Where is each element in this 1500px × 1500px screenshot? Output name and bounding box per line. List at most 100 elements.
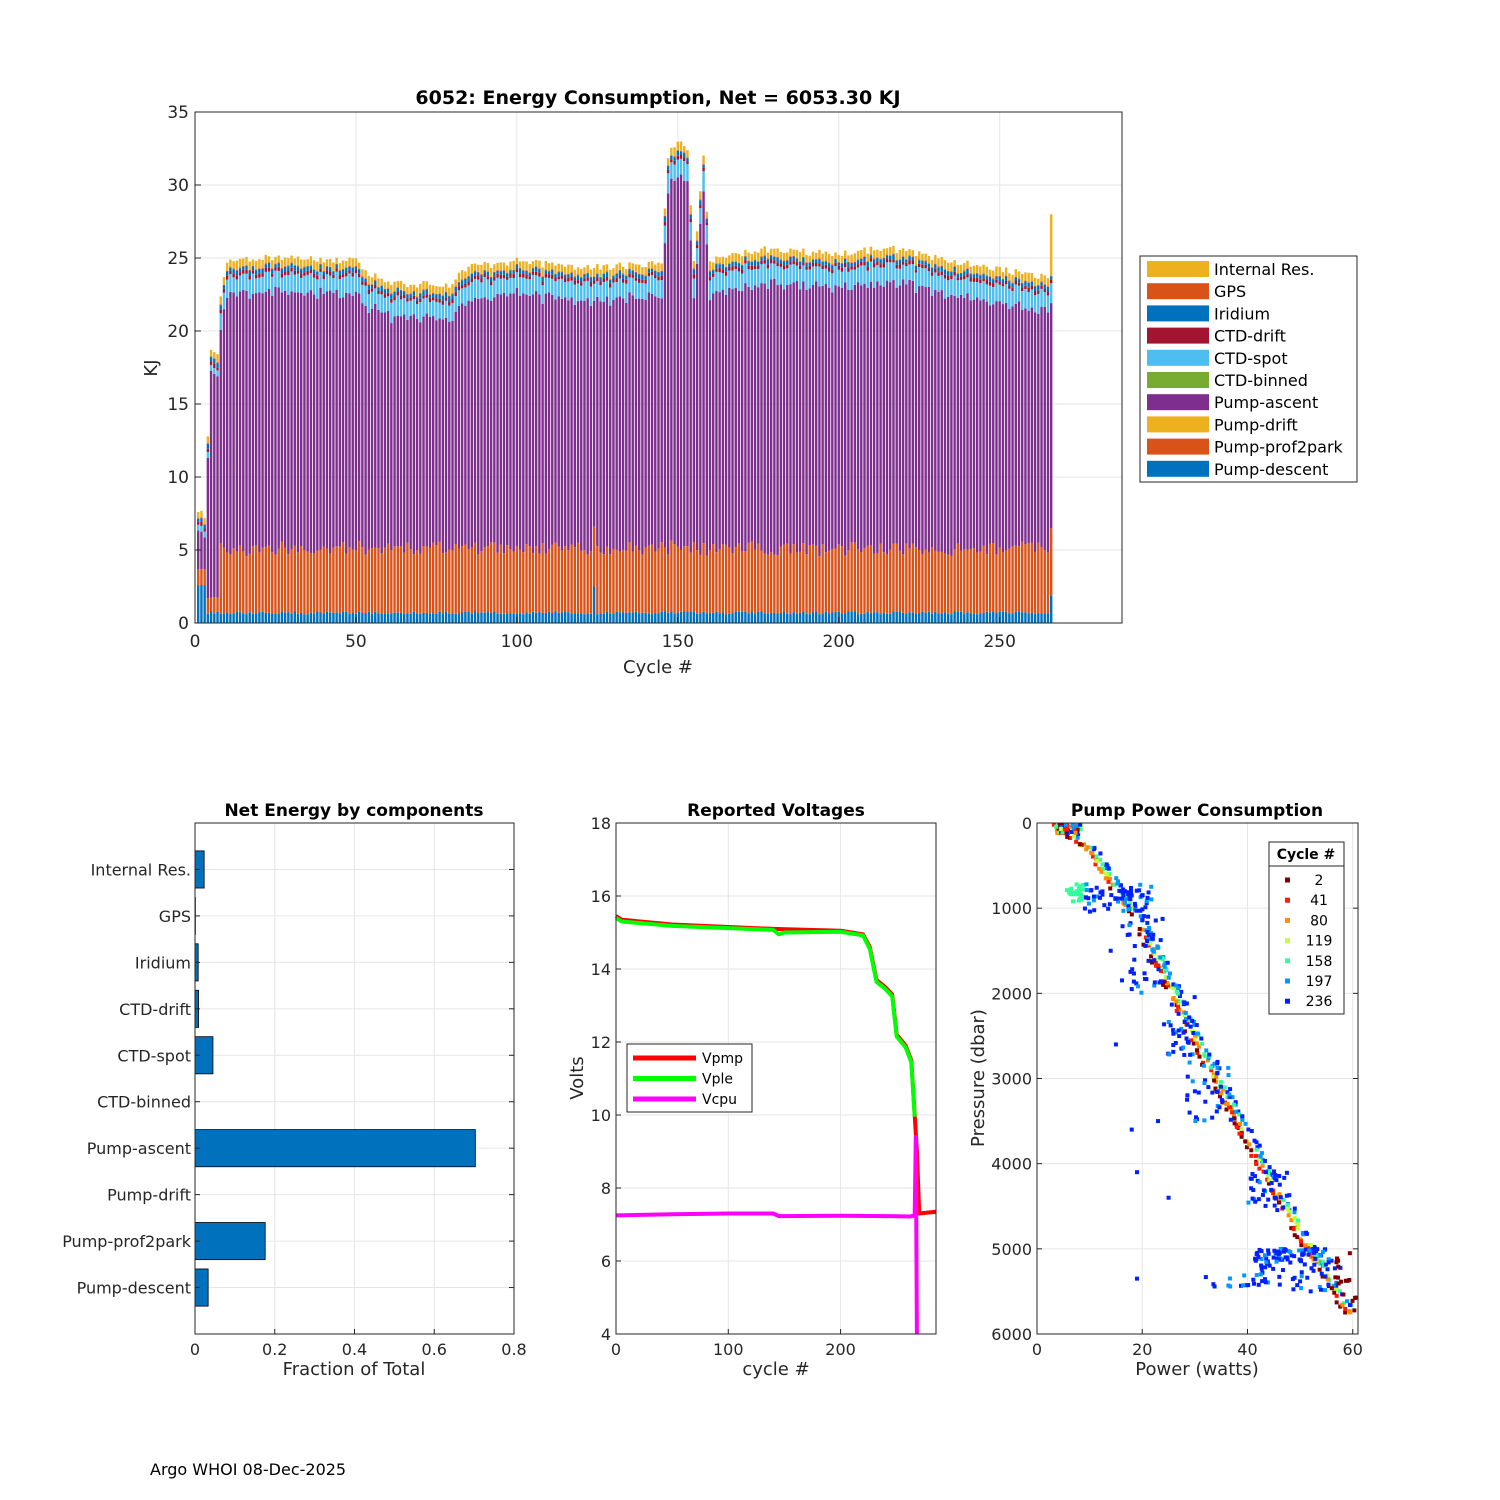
energy-bar-segment — [396, 546, 399, 613]
pump-point — [1167, 1052, 1172, 1057]
pump-point — [1054, 824, 1059, 829]
pump-point — [1277, 1282, 1282, 1287]
energy-bar-segment — [467, 549, 470, 612]
energy-bar-segment — [486, 276, 490, 280]
pump-point — [1329, 1258, 1334, 1263]
energy-bar-segment — [345, 276, 348, 293]
energy-bar-segment — [911, 612, 914, 623]
pump-point — [1255, 1145, 1260, 1150]
pump-point — [1262, 1253, 1267, 1258]
energy-bar-segment — [367, 549, 371, 612]
energy-bar-segment — [515, 263, 519, 265]
energy-bar-segment — [235, 611, 239, 623]
energy-bar-segment — [660, 542, 663, 612]
energy-bar-segment — [557, 272, 560, 277]
energy-bar-segment — [885, 258, 889, 263]
energy-bar-segment — [602, 278, 605, 283]
pump-point — [1194, 1023, 1199, 1028]
energy-bar-segment — [988, 276, 992, 277]
energy-bar-segment — [538, 269, 541, 273]
energy-bar-segment — [605, 272, 609, 277]
energy-bar-segment — [345, 267, 348, 269]
energy-bar-segment — [357, 293, 361, 542]
energy-bar-segment — [786, 259, 789, 261]
energy-bar-segment — [843, 262, 847, 268]
energy-bar-segment — [1049, 303, 1053, 529]
pump-point — [1149, 884, 1154, 889]
pump-point — [1146, 914, 1151, 919]
energy-bar-segment — [367, 289, 371, 295]
energy-bar-segment — [699, 223, 702, 555]
energy-bar-segment — [287, 294, 290, 555]
energy-xtick-label: 100 — [501, 632, 533, 652]
energy-bar-segment — [563, 611, 567, 623]
energy-bar-segment — [737, 263, 741, 268]
energy-bar-segment — [377, 613, 380, 623]
energy-bar-segment — [222, 309, 226, 548]
energy-bar-segment — [412, 299, 416, 315]
pump-point — [1202, 1080, 1207, 1085]
energy-ytick-label: 5 — [178, 541, 189, 561]
pump-point — [1177, 994, 1182, 999]
energy-bar-segment — [316, 261, 319, 272]
pump-point — [1215, 1089, 1220, 1094]
pump-point — [1176, 986, 1181, 991]
energy-bar-segment — [425, 288, 428, 290]
energy-bar-segment — [242, 550, 245, 614]
pump-point — [1277, 1174, 1282, 1179]
energy-bar-segment — [399, 280, 403, 290]
energy-bar-segment — [953, 275, 956, 296]
energy-bar-segment — [869, 545, 873, 614]
pump-point — [1252, 1281, 1257, 1286]
energy-bar-segment — [374, 280, 377, 285]
pump-point — [1286, 1249, 1291, 1254]
pump-point — [1265, 1177, 1270, 1182]
energy-bar-segment — [702, 164, 705, 165]
pump-point — [1193, 1118, 1198, 1123]
energy-bar-segment — [905, 259, 908, 263]
energy-bar-segment — [612, 548, 615, 614]
energy-bar-segment — [818, 249, 821, 259]
energy-bar-segment — [280, 273, 284, 278]
energy-bar-segment — [683, 611, 686, 623]
energy-bar-segment — [959, 294, 963, 551]
energy-bar-segment — [654, 264, 657, 271]
energy-bar-segment — [596, 546, 599, 615]
pump-point — [1211, 1282, 1216, 1287]
energy-bar-segment — [425, 281, 428, 289]
pump-point — [1347, 1277, 1352, 1282]
energy-bar-segment — [303, 295, 306, 551]
energy-bar-segment — [773, 613, 776, 623]
energy-bar-segment — [757, 287, 760, 544]
energy-bar-segment — [969, 274, 972, 279]
pump-point — [1338, 1304, 1343, 1309]
pump-point — [1212, 1284, 1217, 1289]
pump-point — [1237, 1112, 1242, 1117]
energy-bar-segment — [277, 548, 280, 614]
pump-point — [1215, 1071, 1220, 1076]
voltages-ytick-label: 16 — [591, 887, 611, 906]
energy-bar-segment — [309, 269, 313, 274]
energy-bar-segment — [953, 611, 956, 623]
energy-bar-segment — [1033, 295, 1037, 313]
energy-bar-segment — [261, 611, 264, 623]
energy-bar-segment — [660, 275, 663, 281]
pump-point — [1225, 1102, 1230, 1107]
energy-bar-segment — [451, 320, 454, 551]
energy-bar-segment — [554, 273, 557, 275]
energy-bar-segment — [946, 554, 950, 614]
energy-bar-segment — [927, 611, 931, 623]
energy-bar-segment — [654, 271, 657, 276]
voltages-legend-label: Vple — [702, 1072, 733, 1088]
energy-bar-segment — [348, 613, 351, 623]
energy-bar-segment — [596, 273, 599, 275]
energy-bar-segment — [1040, 282, 1043, 286]
energy-bar-segment — [921, 260, 924, 261]
energy-bar-segment — [348, 266, 351, 271]
energy-bar-segment — [740, 256, 744, 265]
energy-bar-segment — [856, 264, 860, 268]
energy-bar-segment — [431, 292, 435, 294]
energy-bar-segment — [776, 555, 779, 614]
energy-bar-segment — [956, 273, 960, 274]
